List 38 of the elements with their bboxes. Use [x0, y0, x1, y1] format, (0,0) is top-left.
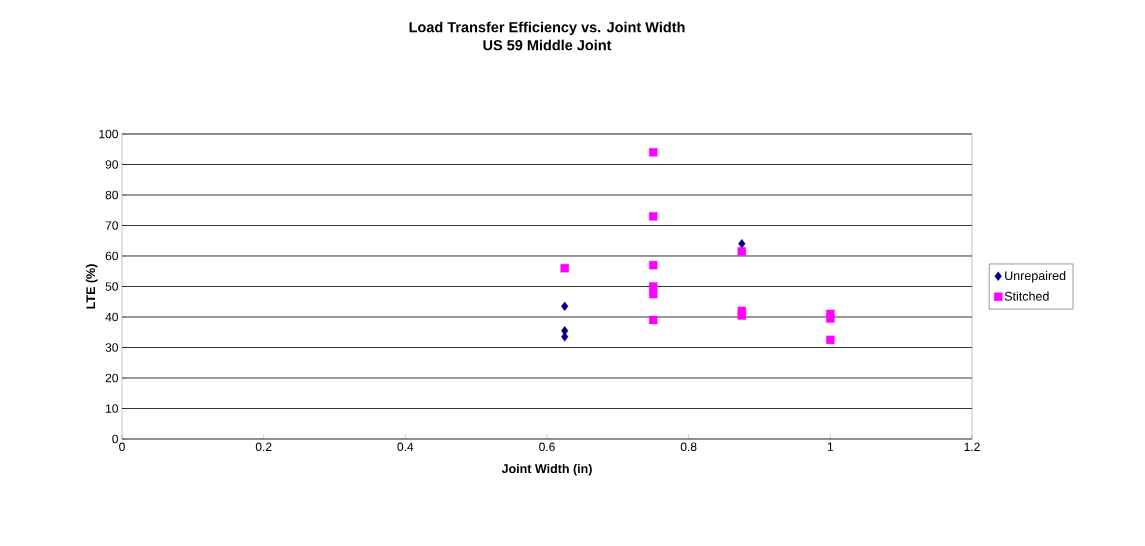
y-tick-label: 20: [105, 373, 118, 383]
point: [649, 282, 658, 291]
legend-label: Unrepaired: [1005, 270, 1066, 283]
point: [560, 264, 569, 273]
x-tick-label: 0.8: [680, 442, 697, 452]
point: [738, 239, 746, 249]
point: [826, 335, 835, 345]
point: [649, 289, 658, 299]
y-tick-label: 70: [105, 221, 118, 230]
y-tick-label: 10: [106, 404, 118, 413]
point: [649, 148, 658, 157]
point: [826, 314, 835, 323]
x-tick-label: 0.2: [255, 442, 272, 452]
point: [561, 301, 569, 312]
x-tick-label: 1: [827, 442, 834, 451]
point: [737, 247, 746, 256]
x-tick-label: 0: [119, 442, 125, 452]
x-tick-label: 0.4: [397, 442, 414, 452]
point: [649, 212, 658, 221]
y-tick-label: 60: [105, 251, 118, 261]
chart-subtitle: US 59 Middle Joint: [483, 39, 612, 51]
y-tick-label: 80: [105, 190, 118, 200]
point: [649, 260, 658, 270]
legend-label: Stitched: [1004, 291, 1049, 301]
y-tick-label: 30: [105, 343, 118, 352]
y-tick-label: 90: [105, 160, 118, 169]
point: [649, 315, 658, 325]
y-tick-label: 0: [112, 434, 119, 444]
x-tick-label: 1.2: [964, 442, 980, 451]
y-tick-label: 100: [99, 129, 118, 139]
y-axis-title: LTE (%): [85, 264, 98, 309]
x-axis-title: Joint Width (in): [501, 463, 592, 476]
point: [737, 311, 746, 320]
y-tick-label: 40: [105, 312, 118, 322]
y-tick-label: 50: [105, 282, 118, 291]
point: [561, 332, 569, 342]
x-tick-label: 0.6: [539, 442, 555, 452]
chart-title: Load Transfer Efficiency vs. Joint Width: [409, 21, 685, 36]
